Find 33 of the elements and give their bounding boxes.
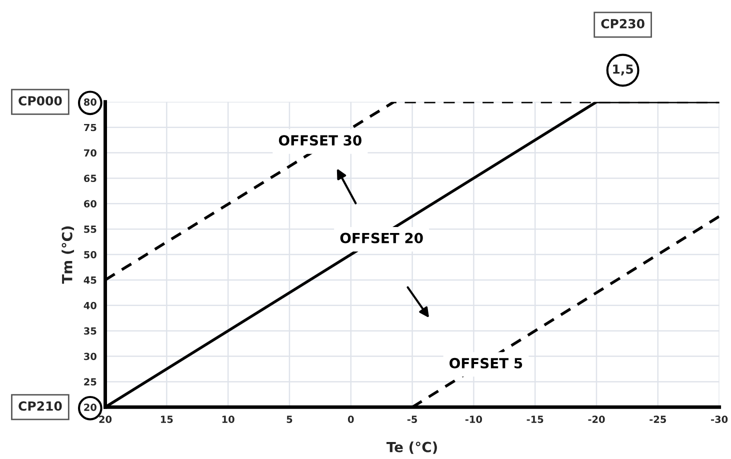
x-tick-label: 5	[286, 416, 292, 423]
y-tick-label: 75	[84, 124, 96, 132]
x-tick-label: 0	[348, 416, 354, 423]
y-tick-label: 60	[84, 200, 96, 208]
x-tick-label: -15	[526, 416, 544, 423]
x-tick-label: -30	[711, 416, 728, 423]
y-tick-label: 25	[84, 378, 96, 386]
x-tick-label: -5	[407, 416, 418, 423]
y-tick-label: 35	[84, 327, 96, 335]
x-tick-label: -25	[650, 416, 666, 423]
y-tick-label: 30	[84, 352, 96, 360]
x-tick-label: -10	[465, 416, 482, 423]
y-tick-label: 70	[84, 149, 96, 157]
y-tick-label: 40	[84, 302, 96, 310]
y-axis-title: Tm (°C)	[62, 226, 74, 284]
x-tick-label: 10	[222, 416, 234, 423]
y-tick-label: 50	[84, 250, 96, 258]
text: CP230	[601, 18, 644, 28]
text: CP000	[18, 96, 62, 106]
x-tick-label: -20	[588, 416, 605, 423]
series-label: OFFSET 30	[278, 135, 362, 146]
y-tick-label: 65	[84, 174, 96, 182]
y-tick-label: 80	[84, 98, 96, 106]
x-tick-label: 15	[161, 416, 173, 423]
x-tick-label: 20	[99, 416, 112, 423]
series-label: OFFSET 20	[340, 232, 423, 244]
text: CP210	[18, 401, 62, 411]
y-tick-label: 55	[84, 226, 96, 233]
y-tick-label: 20	[84, 404, 96, 411]
y-tick-label: 45	[84, 276, 96, 284]
x-axis-title: Te (°C)	[386, 442, 437, 454]
text: 1,5	[613, 64, 634, 76]
series-label: OFFSET 5	[450, 358, 522, 368]
